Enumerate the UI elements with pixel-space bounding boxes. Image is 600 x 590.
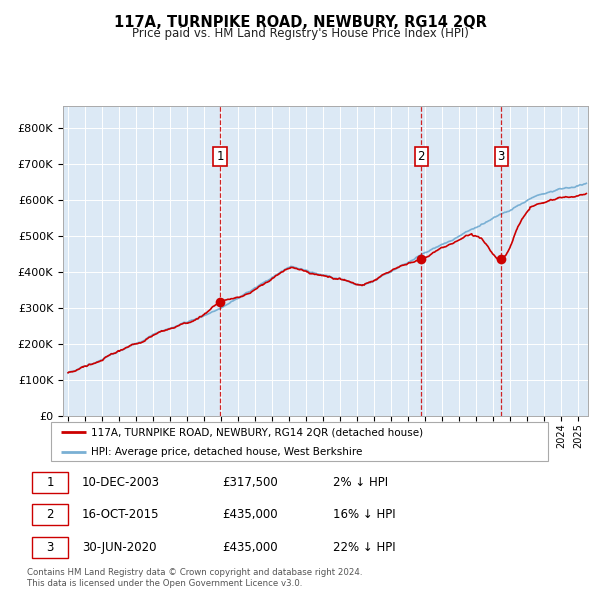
Text: £317,500: £317,500 [223,476,278,489]
Text: HPI: Average price, detached house, West Berkshire: HPI: Average price, detached house, West… [91,447,362,457]
Text: 3: 3 [497,150,505,163]
Text: 1: 1 [216,150,224,163]
FancyBboxPatch shape [50,422,548,461]
FancyBboxPatch shape [32,504,68,525]
Text: Price paid vs. HM Land Registry's House Price Index (HPI): Price paid vs. HM Land Registry's House … [131,27,469,40]
Text: 2% ↓ HPI: 2% ↓ HPI [333,476,388,489]
Text: £435,000: £435,000 [223,508,278,522]
Text: 3: 3 [47,540,54,554]
Text: 22% ↓ HPI: 22% ↓ HPI [333,540,396,554]
Text: 30-JUN-2020: 30-JUN-2020 [82,540,157,554]
Text: 16-OCT-2015: 16-OCT-2015 [82,508,160,522]
Text: 1: 1 [46,476,54,489]
FancyBboxPatch shape [32,537,68,558]
Text: 2: 2 [418,150,425,163]
Text: 10-DEC-2003: 10-DEC-2003 [82,476,160,489]
Text: 2: 2 [46,508,54,522]
Text: Contains HM Land Registry data © Crown copyright and database right 2024.
This d: Contains HM Land Registry data © Crown c… [27,568,362,588]
Text: 117A, TURNPIKE ROAD, NEWBURY, RG14 2QR: 117A, TURNPIKE ROAD, NEWBURY, RG14 2QR [113,15,487,30]
Text: £435,000: £435,000 [223,540,278,554]
FancyBboxPatch shape [32,472,68,493]
Text: 16% ↓ HPI: 16% ↓ HPI [333,508,396,522]
Text: 117A, TURNPIKE ROAD, NEWBURY, RG14 2QR (detached house): 117A, TURNPIKE ROAD, NEWBURY, RG14 2QR (… [91,427,423,437]
